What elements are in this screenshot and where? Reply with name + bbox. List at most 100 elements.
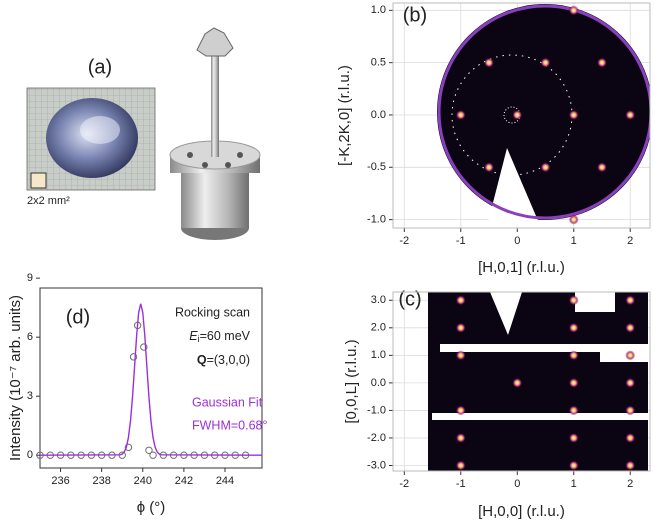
peaks xyxy=(455,5,636,225)
subscript: i xyxy=(198,334,200,344)
peak xyxy=(625,322,636,333)
y-tick-label: 3 xyxy=(27,390,33,402)
peak xyxy=(568,350,579,361)
y-tick-label: 0.5 xyxy=(371,57,386,69)
data-point xyxy=(124,443,133,452)
y-tick-label: 6 xyxy=(27,331,33,343)
text: =60 meV xyxy=(200,329,251,343)
x-tick-label: -2 xyxy=(399,478,409,490)
panel-label: (b) xyxy=(403,4,427,26)
peak xyxy=(455,432,466,443)
x-tick-label: 240 xyxy=(134,475,152,487)
data-point xyxy=(129,353,138,361)
x-tick-label: 2 xyxy=(627,235,633,247)
y-axis-title: [-K,2K,0] (r.l.u.) xyxy=(336,65,353,166)
x-tick-label: 238 xyxy=(92,475,110,487)
x-tick-label: 236 xyxy=(51,475,69,487)
x-axis-title: [H,0,0] (r.l.u.) xyxy=(478,503,565,520)
peak xyxy=(568,109,579,120)
plot-frame xyxy=(392,2,651,229)
x-tick-label: -2 xyxy=(399,235,409,247)
peak xyxy=(625,350,636,361)
x-tick-label: 0 xyxy=(514,235,520,247)
peak xyxy=(568,460,579,471)
annotation: Q=(3,0,0) xyxy=(197,353,250,367)
peak xyxy=(625,432,636,443)
peak xyxy=(568,322,579,333)
panel-label: (d) xyxy=(66,306,90,328)
x-axis-title: ϕ (°) xyxy=(137,499,166,516)
peak xyxy=(568,214,579,225)
peak xyxy=(625,295,636,306)
annotation: FWHM=0.68° xyxy=(192,418,268,432)
y-axis-title: [0,0,L] (r.l.u.) xyxy=(343,339,360,423)
peak xyxy=(568,377,579,388)
y-tick-label: -2.0 xyxy=(367,432,386,444)
peak xyxy=(540,162,551,173)
peak xyxy=(512,377,523,388)
peak xyxy=(484,57,495,68)
x-tick-label: 242 xyxy=(175,475,193,487)
x-tick-label: 1 xyxy=(571,478,577,490)
y-tick-label: -0.5 xyxy=(367,161,386,173)
peak xyxy=(455,405,466,416)
peak xyxy=(625,460,636,471)
peak xyxy=(455,109,466,120)
plot-frame xyxy=(39,287,263,469)
plot-frame xyxy=(392,291,651,472)
map-b-background xyxy=(437,4,650,228)
peak xyxy=(625,377,636,388)
data-point xyxy=(140,343,148,351)
y-tick-label: 0.0 xyxy=(371,109,386,121)
peak xyxy=(455,460,466,471)
peak xyxy=(512,109,523,120)
plot: 236 238 240 242 244 0 3 6 9 xyxy=(27,272,234,487)
y-tick-label: 2.0 xyxy=(371,322,386,334)
peak xyxy=(455,322,466,333)
peak xyxy=(596,162,607,173)
panel-label: (c) xyxy=(398,288,421,310)
y-tick-label: -3.0 xyxy=(367,459,386,471)
data-point xyxy=(149,451,157,459)
y-tick-label: 3.0 xyxy=(371,294,386,306)
y-tick-label: 0.0 xyxy=(371,377,386,389)
peak xyxy=(596,57,607,68)
annotation: Rocking scan xyxy=(175,305,250,319)
fit-line xyxy=(39,303,263,456)
x-tick-label: 1 xyxy=(571,235,577,247)
peak xyxy=(455,295,466,306)
annotation: Ei=60 meV xyxy=(189,329,250,344)
x-tick-label: -1 xyxy=(456,478,466,490)
y-tick-label: -1.0 xyxy=(367,404,386,416)
peak xyxy=(540,57,551,68)
legend-entry: Gaussian Fit xyxy=(192,395,263,409)
peak xyxy=(625,109,636,120)
y-tick-label: 0 xyxy=(27,449,33,461)
text: =(3,0,0) xyxy=(207,353,250,367)
y-tick-label: 9 xyxy=(27,272,33,284)
y-tick-label: 1.0 xyxy=(371,349,386,361)
peak xyxy=(455,350,466,361)
x-tick-label: -1 xyxy=(456,235,466,247)
symbol: E xyxy=(189,329,198,343)
x-tick-label: 0 xyxy=(514,478,520,490)
y-axis-title: Intensity (10⁻⁷ arb. units) xyxy=(7,295,24,461)
peak xyxy=(484,162,495,173)
symbol: Q xyxy=(197,353,207,367)
data-point xyxy=(145,446,153,454)
peak xyxy=(568,405,579,416)
scale-label: 2x2 mm² xyxy=(27,195,70,207)
photo-crystal xyxy=(26,87,156,191)
panel-label: (a) xyxy=(88,56,112,78)
photo-sample-holder xyxy=(169,27,261,240)
peaks xyxy=(455,295,636,471)
peak xyxy=(568,295,579,306)
x-axis-title: [H,0,1] (r.l.u.) xyxy=(478,259,565,276)
x-tick-label: 244 xyxy=(216,475,234,487)
peak xyxy=(568,432,579,443)
map-c-background xyxy=(428,292,650,471)
peak xyxy=(625,405,636,416)
y-tick-label: -1.0 xyxy=(367,214,386,226)
